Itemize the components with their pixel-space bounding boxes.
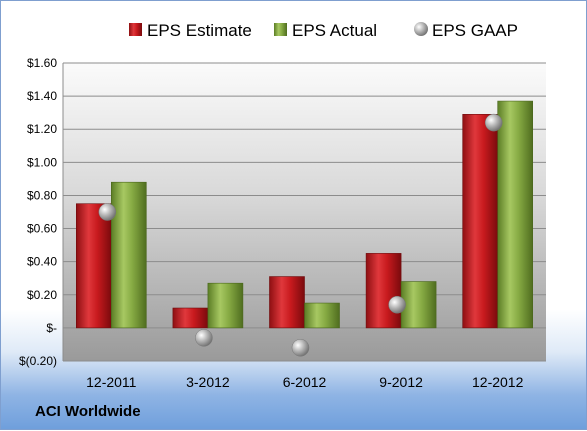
bar-eps-actual [111, 181, 147, 329]
y-tick-label: $(0.20) [19, 354, 57, 368]
legend-swatch [274, 23, 287, 36]
y-tick-label: $0.20 [27, 288, 57, 302]
x-tick-label: 12-2011 [86, 374, 137, 390]
bar-eps-estimate [462, 114, 499, 329]
y-tick-label: $0.80 [27, 188, 57, 202]
x-tick-label: 12-2012 [472, 374, 524, 390]
point-eps-gaap [291, 339, 310, 357]
y-tick-label: $0.40 [27, 255, 57, 269]
point-eps-gaap [484, 113, 503, 132]
y-tick-label: $- [46, 321, 57, 335]
legend-label: EPS Actual [292, 21, 377, 40]
bar-eps-actual [304, 302, 340, 329]
company-name: ACI Worldwide [35, 403, 141, 420]
y-tick-label: $1.60 [27, 56, 57, 70]
legend-swatch [129, 23, 142, 36]
y-tick-label: $1.20 [27, 122, 57, 136]
legend-label: EPS Estimate [147, 21, 252, 40]
legend-label: EPS GAAP [432, 21, 518, 40]
x-tick-label: 3-2012 [186, 374, 230, 390]
y-tick-label: $1.00 [27, 155, 57, 169]
x-tick-label: 9-2012 [379, 374, 423, 390]
legend-swatch [414, 22, 428, 36]
point-eps-gaap [98, 203, 117, 221]
bar-eps-estimate [365, 253, 402, 329]
bar-eps-actual [497, 100, 534, 329]
y-tick-label: $0.60 [27, 222, 57, 236]
bar-eps-estimate [269, 276, 305, 329]
y-tick-label: $1.40 [27, 89, 57, 103]
bar-eps-actual [207, 282, 244, 329]
x-tick-label: 6-2012 [283, 374, 327, 390]
point-eps-gaap [195, 329, 213, 347]
bar-eps-actual [400, 281, 437, 329]
point-eps-gaap [388, 295, 406, 314]
bar-eps-estimate [76, 203, 112, 329]
bar-eps-estimate [172, 307, 209, 329]
